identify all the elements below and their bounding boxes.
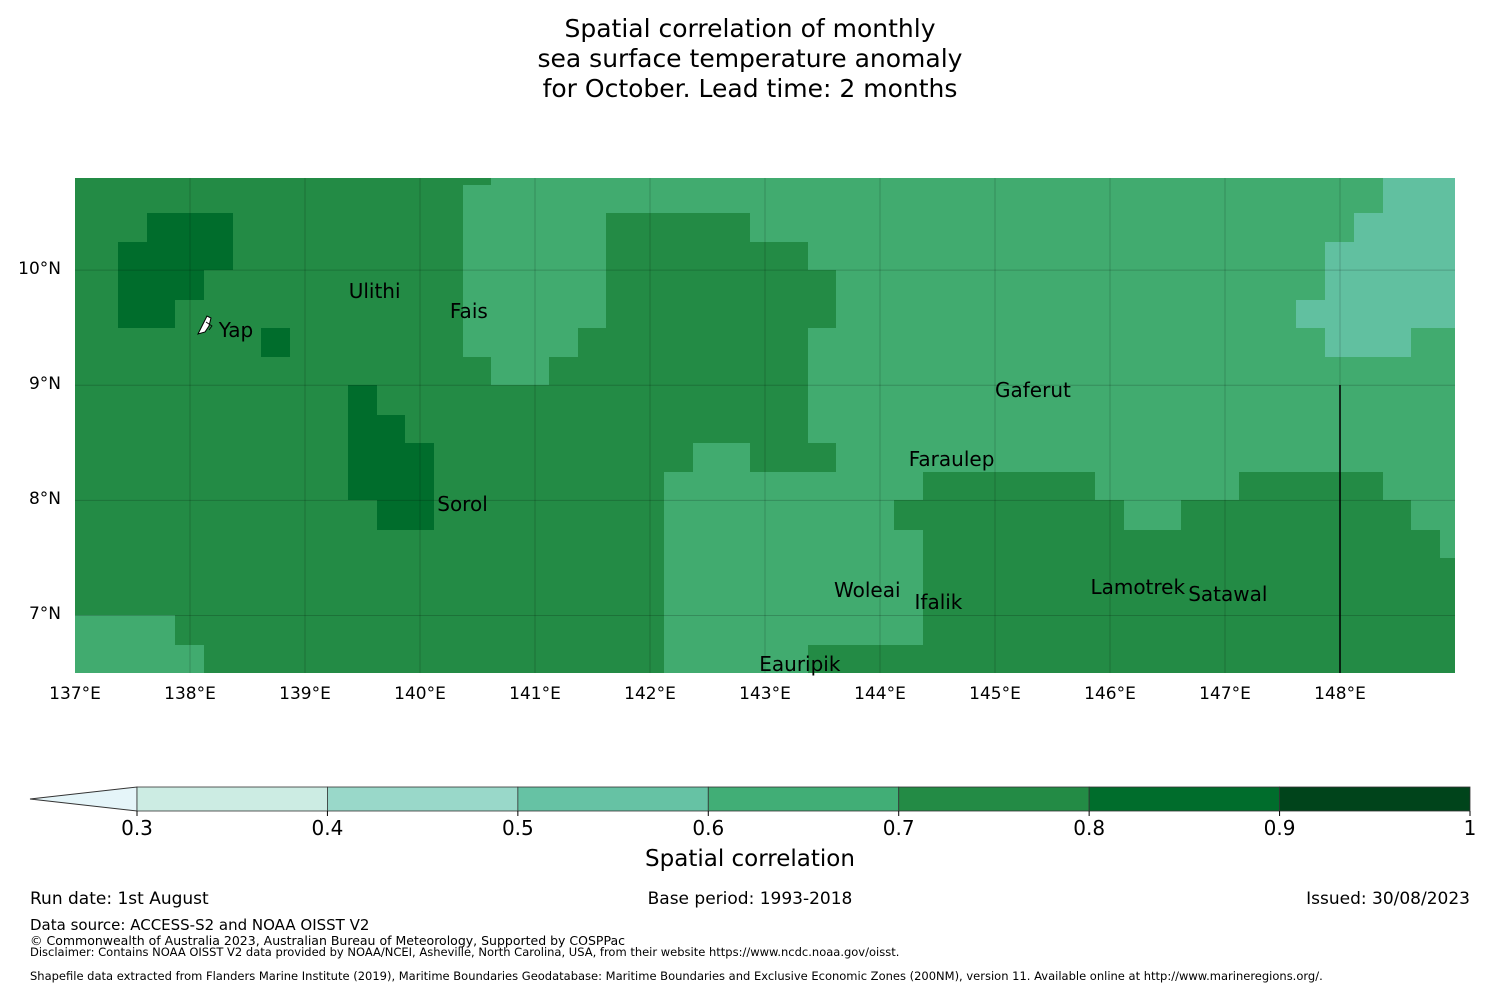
title-line-3: for October. Lead time: 2 months (542, 74, 958, 103)
colorbar-tick-label: 0.5 (501, 816, 534, 840)
longitude-label: 139°E (279, 684, 331, 704)
colorbar-tick-label: 0.9 (1263, 816, 1296, 840)
shapefile-credit: Shapefile data extracted from Flanders M… (30, 969, 1323, 983)
longitude-label: 144°E (854, 684, 906, 704)
longitude-label: 146°E (1084, 684, 1136, 704)
cell-region-0.8-nw (118, 213, 233, 328)
longitude-label: 143°E (739, 684, 791, 704)
cell-region-0.5-ne (1296, 178, 1455, 357)
colorbar-tick-label: 0.6 (692, 816, 725, 840)
cell-region-0.8-sorol (348, 385, 434, 530)
latitude-label: 8°N (28, 489, 61, 510)
graticule (75, 178, 1455, 673)
chart-title: Spatial correlation of monthly sea surfa… (0, 14, 1500, 104)
colorbar-tick-label: 1 (1463, 816, 1477, 840)
title-line-1: Spatial correlation of monthly (564, 14, 936, 43)
island-label: Fais (449, 298, 488, 323)
colorbar (29, 786, 1471, 816)
colorbar-segment (136, 786, 328, 812)
island-label: Ifalik (914, 589, 963, 614)
data-source: Data source: ACCESS-S2 and NOAA OISST V2 (30, 916, 370, 934)
island-label: Satawal (1188, 581, 1268, 606)
latitude-label: 10°N (18, 259, 61, 280)
island-label: Yap (218, 318, 254, 343)
title-line-2: sea surface temperature anomaly (537, 44, 963, 73)
colorbar-segment (1279, 786, 1471, 812)
longitude-label: 137°E (49, 684, 101, 704)
run-date: Run date: 1st August (30, 889, 209, 909)
longitude-label: 145°E (969, 684, 1021, 704)
colorbar-segment (327, 786, 519, 812)
colorbar-tick-label: 0.4 (311, 816, 344, 840)
yap-island-shape (197, 315, 213, 335)
colorbar-tick-label: 0.3 (121, 816, 153, 840)
disclaimer: Disclaimer: Contains NOAA OISST V2 data … (30, 945, 900, 959)
longitude-label: 148°E (1314, 684, 1366, 704)
cell-region-0.6-sw (75, 615, 204, 673)
copyright: © Commonwealth of Australia 2023, Austra… (30, 933, 625, 948)
colorbar-segment (707, 786, 900, 812)
latitude-label: 9°N (28, 374, 61, 395)
longitude-label: 142°E (624, 684, 676, 704)
island-label: Ulithi (348, 279, 401, 304)
island-label: Eauripik (759, 652, 841, 677)
colorbar-tick-label: 0.8 (1073, 816, 1106, 840)
base-period: Base period: 1993-2018 (647, 889, 853, 909)
colorbar-label: Spatial correlation (645, 846, 855, 872)
cell-region-0.6-east (1124, 500, 1181, 530)
colorbar-segment (898, 786, 1090, 812)
longitude-label: 141°E (509, 684, 561, 704)
cell-region-0.8-yap (261, 328, 290, 357)
longitude-label: 138°E (164, 684, 216, 704)
colorbar-segment (517, 786, 709, 812)
longitude-label: 147°E (1199, 684, 1251, 704)
island-label: Gaferut (995, 378, 1071, 403)
cell-region-0.6-north (463, 178, 1455, 673)
island-label: Sorol (437, 492, 488, 517)
island-label: Lamotrek (1090, 574, 1186, 599)
colorbar-tick-label: 0.7 (882, 816, 915, 840)
island-label: Woleai (834, 578, 901, 603)
colorbar-extend-arrow (29, 786, 138, 812)
latitude-label: 7°N (28, 604, 61, 625)
correlation-grid (75, 178, 1455, 673)
island-label: Faraulep (908, 447, 995, 472)
longitude-label: 140°E (394, 684, 446, 704)
colorbar-segment (1088, 786, 1280, 812)
issued-date: Issued: 30/08/2023 (1306, 889, 1470, 909)
